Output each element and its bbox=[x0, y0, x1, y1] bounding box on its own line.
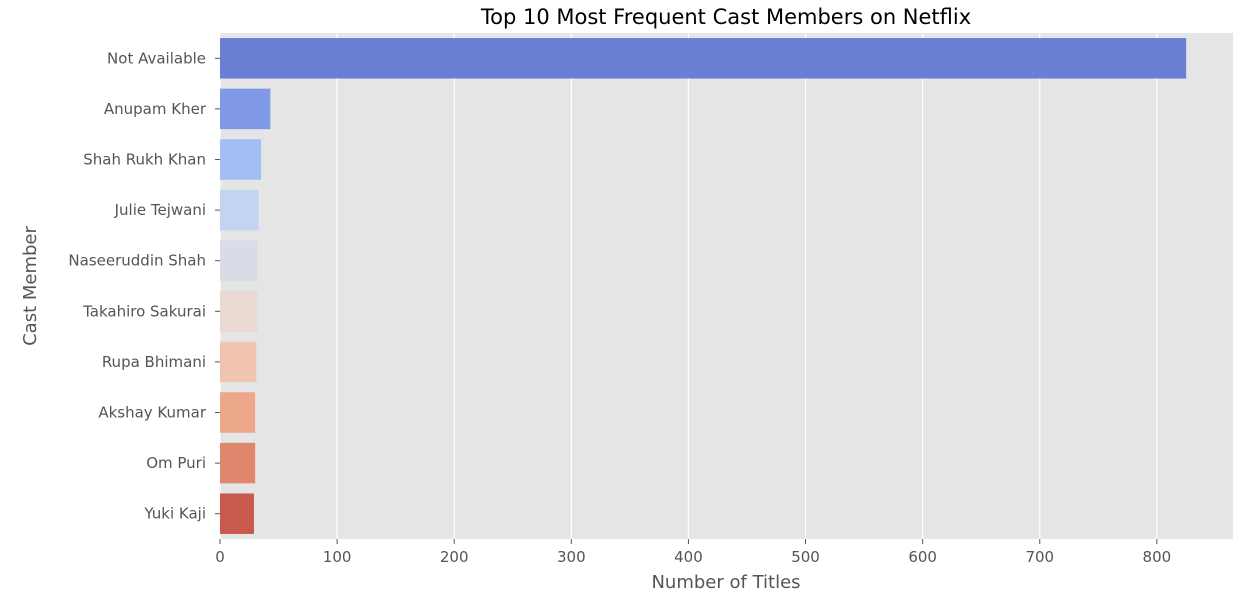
y-axis-label: Cast Member bbox=[20, 226, 41, 346]
y-tick-label: Julie Tejwani bbox=[114, 201, 206, 219]
x-tick-label: 400 bbox=[674, 548, 703, 566]
y-tick-label: Yuki Kaji bbox=[143, 505, 206, 523]
bars bbox=[220, 38, 1187, 534]
bar bbox=[220, 493, 254, 534]
bar bbox=[220, 88, 271, 130]
bar bbox=[220, 189, 259, 231]
x-tick-labels: 0 100 200 300 400 500 600 700 800 bbox=[215, 539, 1171, 566]
y-tick-label: Om Puri bbox=[146, 454, 206, 472]
bar bbox=[220, 139, 261, 180]
bar bbox=[220, 38, 1187, 79]
y-tick-label: Not Available bbox=[107, 49, 206, 67]
x-tick-label: 0 bbox=[215, 548, 225, 566]
y-tick-label: Shah Rukh Khan bbox=[83, 151, 206, 169]
x-axis-label: Number of Titles bbox=[651, 572, 800, 593]
y-tick-label: Anupam Kher bbox=[104, 100, 207, 118]
bar bbox=[220, 442, 256, 484]
x-tick-label: 200 bbox=[440, 548, 469, 566]
bar bbox=[220, 341, 257, 383]
x-tick-label: 100 bbox=[323, 548, 352, 566]
x-tick-label: 500 bbox=[791, 548, 820, 566]
chart-title: Top 10 Most Frequent Cast Members on Net… bbox=[480, 5, 971, 29]
x-tick-label: 800 bbox=[1143, 548, 1172, 566]
plot-area bbox=[220, 33, 1233, 539]
x-tick-label: 700 bbox=[1025, 548, 1054, 566]
gridlines bbox=[219, 33, 1158, 539]
y-tick-label: Takahiro Sakurai bbox=[82, 302, 206, 320]
bar bbox=[220, 291, 258, 332]
x-tick-label: 600 bbox=[908, 548, 937, 566]
y-tick-labels: Not Available Anupam Kher Shah Rukh Khan Ju… bbox=[68, 49, 220, 523]
x-tick-label: 300 bbox=[557, 548, 586, 566]
y-tick-label: Naseeruddin Shah bbox=[68, 252, 206, 270]
y-tick-label: Akshay Kumar bbox=[98, 404, 207, 422]
bar bbox=[220, 240, 258, 281]
bar bbox=[220, 392, 256, 433]
y-tick-label: Rupa Bhimani bbox=[102, 353, 206, 371]
